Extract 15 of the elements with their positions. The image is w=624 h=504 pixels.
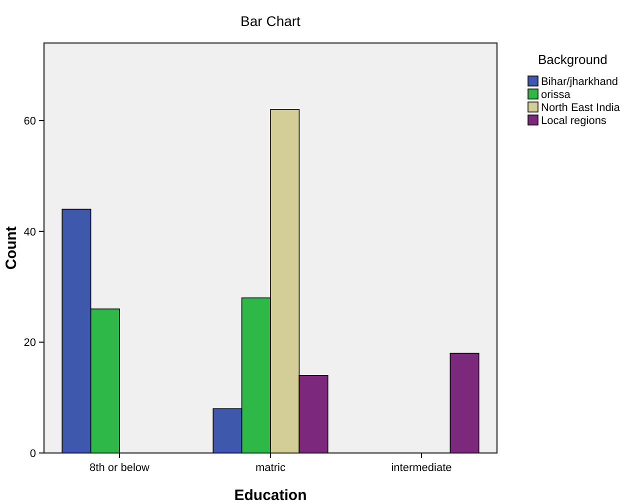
chart-title: Bar Chart <box>240 13 301 29</box>
legend-label: North East India <box>541 102 621 114</box>
x-axis-title: Education <box>234 487 307 504</box>
y-axis-title: Count <box>3 226 20 270</box>
y-tick-label: 20 <box>24 337 36 350</box>
legend-label: Local regions <box>541 115 607 127</box>
legend-label: Bihar/jharkhand <box>541 76 618 88</box>
y-tick-label: 0 <box>30 448 36 460</box>
legend-title: Background <box>538 52 608 67</box>
y-tick-label: 40 <box>24 226 36 238</box>
x-tick-label: matric <box>256 462 286 474</box>
x-tick-label: intermediate <box>391 462 452 474</box>
x-tick-label: 8th or below <box>90 462 150 474</box>
legend-label: orissa <box>541 89 572 101</box>
y-tick-label: 60 <box>24 116 36 128</box>
